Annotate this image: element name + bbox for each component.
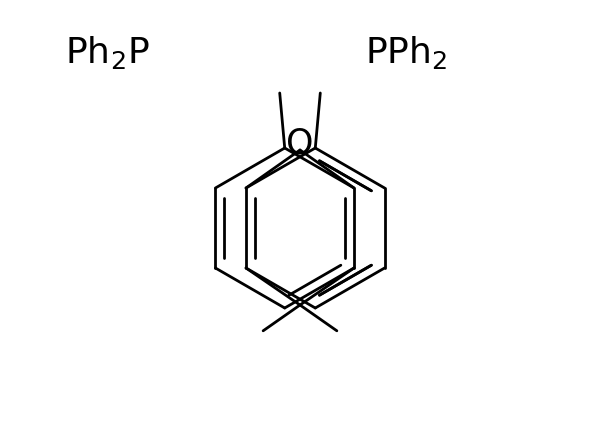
Text: PPh$_2$: PPh$_2$ [365,33,448,71]
Text: Ph$_2$P: Ph$_2$P [65,33,149,71]
Text: O: O [286,126,314,160]
